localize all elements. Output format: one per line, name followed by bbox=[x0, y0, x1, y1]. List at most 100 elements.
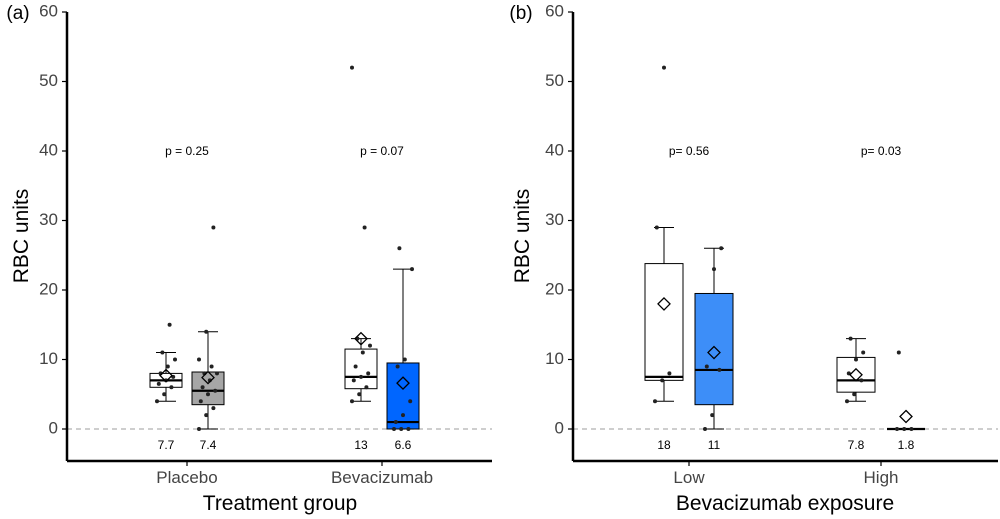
data-point bbox=[406, 427, 411, 431]
data-point bbox=[366, 371, 371, 376]
y-tick-label: 60 bbox=[545, 1, 564, 20]
y-axis-title: RBC units bbox=[511, 189, 534, 284]
y-tick-label: 30 bbox=[545, 210, 564, 229]
mean-marker bbox=[707, 345, 721, 360]
y-tick-label: 60 bbox=[39, 1, 58, 20]
mean-marker bbox=[899, 409, 913, 424]
data-point bbox=[710, 413, 715, 418]
data-point bbox=[859, 378, 864, 383]
data-point bbox=[654, 225, 659, 230]
data-point bbox=[909, 427, 914, 431]
data-point bbox=[197, 357, 201, 362]
data-point bbox=[173, 357, 177, 362]
p-value-label: p= 0.03 bbox=[861, 144, 902, 158]
data-point bbox=[156, 381, 161, 386]
data-point bbox=[364, 385, 369, 390]
box bbox=[694, 292, 734, 406]
mean-label: 18 bbox=[657, 438, 671, 452]
data-point bbox=[211, 406, 216, 411]
p-value-label: p = 0.25 bbox=[165, 144, 209, 158]
data-point bbox=[704, 364, 709, 369]
data-point bbox=[206, 392, 210, 397]
data-point bbox=[852, 392, 857, 397]
mean-marker bbox=[159, 368, 173, 383]
x-tick-label: Placebo bbox=[156, 468, 217, 487]
data-point bbox=[401, 413, 405, 418]
data-point bbox=[360, 350, 365, 355]
y-axis-title: RBC units bbox=[10, 189, 33, 284]
data-point bbox=[393, 420, 398, 425]
data-point bbox=[861, 350, 866, 355]
data-point bbox=[209, 364, 214, 369]
data-point bbox=[213, 388, 218, 393]
panel-a: (a) 0 10 20 30 40 50 60 7.7 7.4 13 6.6 p = 0.25 p = 0… bbox=[6, 1, 492, 515]
y-tick-label: 50 bbox=[39, 71, 58, 90]
data-point bbox=[397, 246, 402, 251]
data-point bbox=[902, 427, 907, 431]
data-point bbox=[350, 65, 354, 70]
y-tick-label: 50 bbox=[545, 71, 564, 90]
data-point bbox=[653, 399, 657, 404]
y-tick-label: 0 bbox=[49, 418, 58, 437]
data-point bbox=[395, 364, 400, 369]
data-point bbox=[200, 385, 205, 390]
data-point bbox=[353, 364, 358, 369]
data-point bbox=[351, 378, 356, 383]
mean-marker bbox=[849, 367, 863, 382]
mean-label: 7.4 bbox=[200, 438, 217, 452]
data-point bbox=[896, 350, 901, 355]
data-point bbox=[662, 65, 666, 70]
box bbox=[344, 348, 378, 390]
data-point bbox=[719, 246, 724, 251]
data-point bbox=[197, 427, 201, 431]
y-tick-label: 10 bbox=[545, 349, 564, 368]
box bbox=[836, 356, 876, 393]
y-tick-label: 10 bbox=[39, 349, 58, 368]
data-point bbox=[399, 427, 404, 431]
mean-label: 7.8 bbox=[848, 438, 865, 452]
data-point bbox=[854, 357, 858, 362]
data-point bbox=[410, 267, 414, 272]
data-point bbox=[155, 399, 159, 404]
box bbox=[191, 371, 225, 406]
data-point bbox=[660, 378, 665, 383]
x-axis-title: Bevacizumab exposure bbox=[676, 492, 894, 515]
y-tick-label: 30 bbox=[39, 210, 58, 229]
y-tick-label: 20 bbox=[39, 279, 58, 298]
p-value-label: p= 0.56 bbox=[669, 144, 710, 158]
data-point bbox=[169, 385, 174, 390]
mean-label: 13 bbox=[354, 438, 368, 452]
y-tick-label: 40 bbox=[545, 140, 564, 159]
data-point bbox=[162, 392, 167, 397]
mean-label: 1.8 bbox=[898, 438, 915, 452]
p-value-label: p = 0.07 bbox=[360, 144, 404, 158]
data-point bbox=[160, 350, 165, 355]
mean-marker bbox=[396, 376, 410, 391]
y-tick-label: 20 bbox=[545, 279, 564, 298]
mean-label: 7.7 bbox=[158, 438, 175, 452]
data-point bbox=[717, 367, 722, 372]
panel-b: (b) 0 10 20 30 40 50 60 18 11 7.8 1.8 p= 0.56 p= 0.03… bbox=[509, 1, 998, 515]
data-point bbox=[165, 364, 170, 369]
panel-label: (b) bbox=[509, 3, 532, 24]
data-point bbox=[712, 267, 716, 272]
mean-marker bbox=[201, 370, 215, 385]
data-point bbox=[402, 357, 407, 362]
data-point bbox=[204, 329, 209, 334]
data-point bbox=[667, 371, 672, 376]
x-tick-label: Low bbox=[673, 468, 705, 487]
y-tick-label: 0 bbox=[555, 418, 564, 437]
x-axis-title: Treatment group bbox=[203, 492, 357, 515]
data-point bbox=[703, 427, 707, 431]
data-point bbox=[845, 399, 849, 404]
data-point bbox=[408, 399, 413, 404]
mean-label: 6.6 bbox=[395, 438, 412, 452]
data-point bbox=[392, 427, 396, 431]
box bbox=[386, 362, 420, 430]
data-point bbox=[362, 225, 367, 230]
data-point bbox=[350, 399, 354, 404]
x-tick-label: Bevacizumab bbox=[331, 468, 433, 487]
data-point bbox=[848, 336, 853, 341]
mean-marker bbox=[354, 331, 368, 346]
